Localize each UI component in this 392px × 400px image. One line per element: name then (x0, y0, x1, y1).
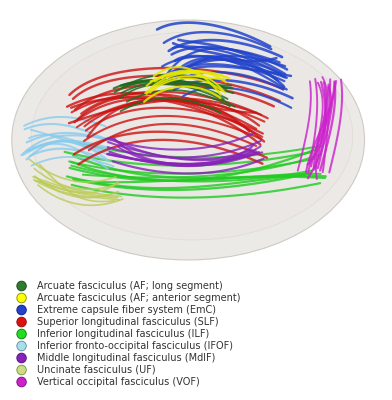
Text: Arcuate fasciculus (AF; anterior segment): Arcuate fasciculus (AF; anterior segment… (37, 293, 241, 303)
Ellipse shape (12, 20, 365, 260)
Text: Inferior fronto-occipital fasciculus (IFOF): Inferior fronto-occipital fasciculus (IF… (37, 341, 233, 351)
Ellipse shape (31, 32, 353, 240)
FancyBboxPatch shape (0, 0, 392, 278)
Circle shape (17, 293, 26, 303)
Text: Middle longitudinal fasciculus (MdlF): Middle longitudinal fasciculus (MdlF) (37, 353, 216, 363)
Circle shape (17, 281, 26, 291)
Circle shape (17, 305, 26, 315)
Text: Vertical occipital fasciculus (VOF): Vertical occipital fasciculus (VOF) (37, 377, 200, 387)
Circle shape (17, 317, 26, 327)
Text: Arcuate fasciculus (AF; long segment): Arcuate fasciculus (AF; long segment) (37, 281, 223, 291)
Circle shape (17, 329, 26, 339)
Text: Inferior longitudinal fasciculus (ILF): Inferior longitudinal fasciculus (ILF) (37, 329, 209, 339)
Text: Superior longitudinal fasciculus (SLF): Superior longitudinal fasciculus (SLF) (37, 317, 219, 327)
Text: Extreme capsule fiber system (EmC): Extreme capsule fiber system (EmC) (37, 305, 216, 315)
Text: Uncinate fasciculus (UF): Uncinate fasciculus (UF) (37, 365, 156, 375)
Circle shape (17, 341, 26, 351)
Circle shape (17, 365, 26, 375)
Circle shape (17, 377, 26, 387)
Circle shape (17, 353, 26, 363)
